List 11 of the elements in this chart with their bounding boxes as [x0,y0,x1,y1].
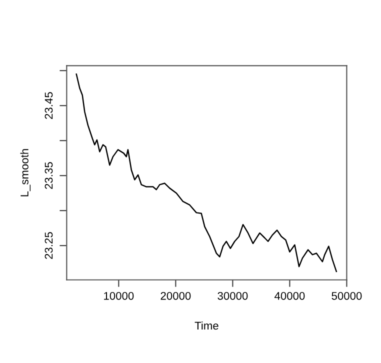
y-axis-title: L_smooth [20,149,31,196]
y-tick-label: 23.35 [44,162,53,189]
x-tick-label: 40000 [274,292,305,300]
x-tick-label: 50000 [332,292,362,300]
x-tick-label: 10000 [104,292,134,300]
x-axis-title: Time [194,321,218,330]
line-series [76,73,338,272]
x-tick-label: 20000 [160,292,191,300]
x-tick-label: 30000 [218,292,248,300]
y-tick-label: 23.45 [44,92,53,119]
y-tick-label: 23.25 [44,232,53,259]
